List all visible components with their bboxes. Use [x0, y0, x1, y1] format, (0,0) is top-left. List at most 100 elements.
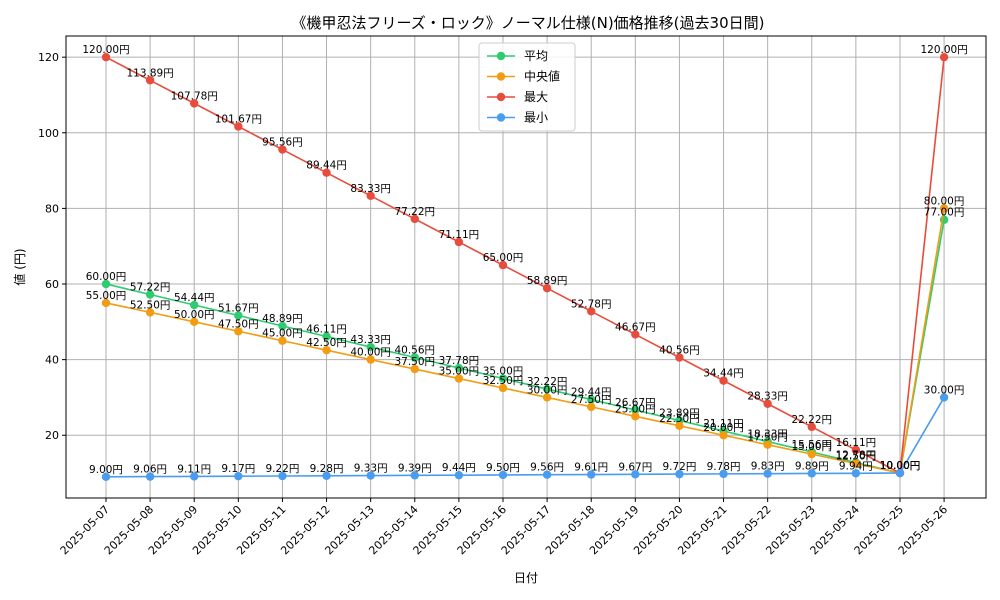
data-label: 83.33円	[350, 183, 391, 195]
data-point	[675, 353, 684, 362]
data-point	[145, 76, 155, 85]
data-label: 10.00円	[880, 460, 921, 472]
data-point	[587, 307, 596, 316]
data-point	[939, 393, 949, 402]
series-line-最小	[105, 397, 945, 478]
data-point	[807, 422, 816, 432]
data-label: 23.89円	[659, 408, 700, 420]
data-point	[145, 472, 155, 481]
data-label: 9.56円	[530, 462, 564, 474]
data-point	[454, 470, 464, 480]
data-label: 52.50円	[130, 299, 171, 311]
data-label: 32.50円	[483, 375, 524, 387]
data-label: 32.22円	[527, 376, 568, 388]
data-point	[498, 383, 508, 393]
data-point	[895, 468, 905, 478]
data-label: 35.00円	[483, 366, 524, 378]
data-label: 54.44円	[174, 292, 215, 304]
data-point	[587, 402, 596, 412]
data-point	[101, 279, 111, 289]
data-label: 80.00円	[924, 195, 965, 207]
data-label: 120.00円	[920, 44, 967, 56]
data-label: 16.11円	[836, 437, 877, 449]
data-point	[145, 290, 155, 299]
y-tick-label: 60	[45, 278, 59, 291]
data-label: 9.28円	[310, 463, 344, 475]
data-point	[542, 393, 552, 402]
data-point	[719, 376, 728, 385]
y-tick-label: 20	[45, 429, 59, 442]
data-label: 30.00円	[527, 384, 568, 396]
data-label: 18.33円	[747, 429, 788, 441]
data-label: 15.56円	[791, 439, 832, 451]
data-label: 47.50円	[218, 318, 259, 330]
data-label: 26.67円	[615, 397, 656, 409]
data-label: 42.50円	[306, 337, 347, 349]
data-labels: 60.00円57.22円54.44円51.67円48.89円46.11円43.3…	[82, 44, 967, 476]
data-point	[631, 330, 640, 339]
data-label: 37.78円	[439, 355, 480, 367]
data-point	[763, 399, 772, 408]
data-label: 21.11円	[703, 418, 744, 430]
data-label: 40.56円	[394, 345, 435, 357]
data-label: 107.78円	[171, 90, 218, 102]
data-label: 20.00円	[703, 422, 744, 434]
data-label: 35.00円	[439, 366, 480, 378]
data-label: 57.22円	[130, 282, 171, 294]
data-label: 22.50円	[659, 413, 700, 425]
y-axis: 20 40 60 80 100 120	[38, 51, 66, 442]
data-point	[322, 345, 331, 355]
data-label: 30.00円	[924, 384, 965, 396]
data-label: 9.72円	[662, 461, 696, 473]
data-label: 9.06円	[133, 464, 167, 476]
data-point	[190, 99, 199, 108]
data-label: 9.00円	[89, 464, 123, 476]
data-label: 25.00円	[615, 403, 656, 415]
data-point	[278, 336, 287, 345]
data-label: 12.50円	[836, 451, 877, 463]
legend-box	[478, 42, 576, 132]
data-point	[851, 445, 861, 455]
series	[101, 52, 949, 482]
data-label: 37.50円	[394, 356, 435, 368]
data-point	[675, 421, 684, 430]
data-label: 10.00円	[880, 460, 921, 472]
data-point	[366, 191, 375, 201]
data-label: 9.61円	[574, 462, 608, 474]
data-label: 9.17円	[221, 463, 255, 475]
legend-marker	[496, 113, 506, 122]
data-label: 77.22円	[394, 206, 435, 218]
data-label: 60.00円	[86, 271, 127, 283]
data-label: 52.78円	[571, 298, 612, 310]
data-point	[631, 412, 640, 421]
data-label: 113.89円	[126, 67, 173, 79]
data-point	[807, 449, 816, 459]
data-label: 9.11円	[177, 463, 211, 475]
data-point	[498, 260, 508, 270]
data-label: 29.44円	[571, 387, 612, 399]
data-point	[587, 470, 596, 479]
y-axis-label: 値 (円)	[12, 248, 27, 285]
data-label: 9.39円	[398, 462, 432, 474]
data-label: 46.11円	[306, 324, 347, 336]
data-point	[278, 471, 287, 481]
data-point	[763, 440, 772, 449]
x-axis: 2025-05-072025-05-082025-05-092025-05-10…	[58, 498, 950, 557]
legend-marker	[496, 92, 506, 102]
plot-area-frame	[65, 35, 987, 499]
data-point	[542, 470, 552, 479]
legend-label: 最小	[524, 111, 548, 125]
data-point	[190, 472, 199, 481]
data-point	[366, 342, 375, 352]
y-tick-label: 40	[45, 354, 59, 367]
data-label: 9.89円	[795, 460, 829, 472]
chart-title: 《機甲忍法フリーズ・ロック》ノーマル仕様(N)価格推移(過去30日間)	[292, 14, 765, 32]
data-point	[587, 395, 596, 404]
data-label: 10.00円	[880, 460, 921, 472]
data-label: 55.00円	[86, 290, 127, 302]
data-point	[278, 321, 287, 331]
data-label: 9.33円	[354, 463, 388, 475]
legend-label: 最大	[524, 90, 548, 104]
